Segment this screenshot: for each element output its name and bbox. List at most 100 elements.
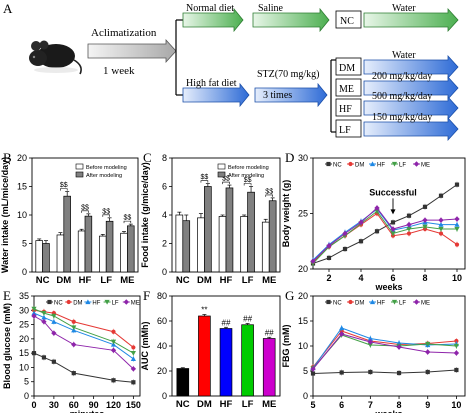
x-tick-label: 5 bbox=[310, 400, 315, 410]
series-line-nc bbox=[312, 184, 458, 264]
significance-label: $$ bbox=[222, 176, 230, 183]
data-point bbox=[85, 299, 91, 305]
data-point bbox=[47, 299, 52, 305]
bar bbox=[219, 328, 233, 397]
panel-label-e: E bbox=[3, 288, 11, 303]
y-tick-label: 35 bbox=[19, 291, 29, 301]
legend-label: After modeling bbox=[228, 173, 264, 179]
data-point bbox=[110, 339, 117, 345]
data-point bbox=[41, 319, 47, 325]
data-point bbox=[31, 351, 37, 356]
data-point bbox=[453, 343, 459, 349]
y-tick-label: 30 bbox=[19, 305, 29, 315]
data-point bbox=[438, 193, 444, 198]
series-line-lf bbox=[312, 210, 457, 264]
legend-label: NC bbox=[54, 301, 63, 307]
data-point bbox=[454, 367, 459, 373]
significance-label: $$ bbox=[60, 182, 68, 189]
x-axis-label: weeks bbox=[374, 282, 402, 292]
y-tick-label: 15 bbox=[17, 182, 27, 192]
y-axis-label: Body weight (g) bbox=[281, 180, 291, 248]
aclimatization-label: Aclimatization bbox=[91, 27, 157, 39]
legend-swatch bbox=[217, 171, 226, 178]
y-tick-label: 6 bbox=[162, 182, 167, 192]
significance-label: $$ bbox=[244, 177, 252, 184]
legend-label: NC bbox=[333, 163, 342, 169]
y-tick-label: 40 bbox=[157, 341, 167, 351]
group-box bbox=[335, 119, 362, 138]
bar bbox=[127, 225, 135, 273]
legend-label: HF bbox=[377, 163, 385, 169]
data-point bbox=[342, 230, 348, 237]
data-point bbox=[130, 356, 136, 361]
y-tick-label: 0 bbox=[22, 267, 27, 277]
data-point bbox=[425, 369, 430, 375]
data-point bbox=[326, 161, 331, 167]
legend-label: NC bbox=[333, 301, 342, 307]
chart-panel-e: 0 5 10 15 20 25 30 35 Blood glucose (mM) 0 30 60 90 1… bbox=[2, 291, 141, 413]
legend-label: After modeling bbox=[86, 173, 122, 179]
chart-panel-c: 0 2 4 6 8 Food intake (g/mice/day) NC DM $$ HF $$ L… bbox=[140, 153, 281, 286]
y-tick-label: 80 bbox=[157, 291, 167, 301]
legend-swatch bbox=[75, 171, 84, 178]
data-point bbox=[369, 299, 376, 305]
x-tick-label: 6 bbox=[390, 273, 395, 283]
x-tick-label: ME bbox=[120, 275, 134, 286]
data-point bbox=[131, 345, 136, 350]
data-point bbox=[358, 219, 364, 226]
bar bbox=[35, 240, 43, 273]
x-tick-label: 60 bbox=[69, 400, 79, 410]
data-point bbox=[110, 347, 117, 353]
bar bbox=[176, 368, 190, 397]
stz-label: STZ(70 mg/kg) bbox=[257, 69, 320, 80]
treatment-label: 500 mg/kg/day bbox=[372, 91, 432, 102]
mouse-icon bbox=[29, 40, 82, 75]
y-tick-label: 20 bbox=[298, 264, 308, 274]
saline-label: Saline bbox=[258, 3, 284, 14]
y-axis-label: Blood glucose (mM) bbox=[2, 303, 12, 389]
data-point bbox=[131, 380, 136, 385]
data-point bbox=[326, 255, 332, 260]
nc-treatment-arrow bbox=[363, 7, 459, 33]
data-point bbox=[310, 258, 316, 264]
bar bbox=[247, 191, 255, 273]
series-line-me bbox=[312, 207, 458, 262]
x-tick-label: DM bbox=[197, 275, 212, 286]
y-tick-label: 0 bbox=[162, 391, 167, 401]
x-tick-label: 90 bbox=[89, 400, 99, 410]
y-tick-label: 20 bbox=[157, 366, 167, 376]
data-point bbox=[454, 222, 460, 227]
significance-label: $$ bbox=[124, 215, 132, 222]
bar bbox=[241, 324, 254, 397]
data-point bbox=[358, 239, 364, 244]
bar bbox=[218, 216, 227, 273]
data-point bbox=[51, 319, 57, 324]
group-box bbox=[335, 57, 362, 76]
bar bbox=[182, 220, 191, 273]
x-tick-label: 150 bbox=[126, 400, 141, 410]
series-line-hf bbox=[312, 208, 457, 261]
bar bbox=[105, 220, 114, 273]
group-row-me: ME 200 mg/kg/day bbox=[335, 71, 459, 101]
data-point bbox=[130, 366, 137, 372]
data-point bbox=[111, 378, 116, 383]
x-tick-label: 8 bbox=[397, 400, 402, 410]
panel-label-b: B bbox=[3, 150, 12, 165]
group-row-dm: DM Water bbox=[335, 50, 459, 80]
data-point bbox=[438, 226, 444, 232]
data-point bbox=[391, 299, 398, 305]
x-tick-label: 6 bbox=[339, 400, 344, 410]
y-tick-label: 2 bbox=[162, 239, 167, 249]
treatment-arrow bbox=[363, 54, 459, 80]
data-point bbox=[413, 161, 420, 167]
data-point bbox=[71, 341, 77, 348]
x-tick-label: NC bbox=[176, 399, 190, 410]
group-box bbox=[335, 98, 362, 117]
data-point bbox=[342, 246, 348, 252]
group-box bbox=[335, 78, 362, 97]
data-point bbox=[406, 221, 412, 228]
data-point bbox=[41, 355, 47, 360]
series-line-hf bbox=[33, 312, 134, 360]
data-point bbox=[390, 226, 396, 232]
